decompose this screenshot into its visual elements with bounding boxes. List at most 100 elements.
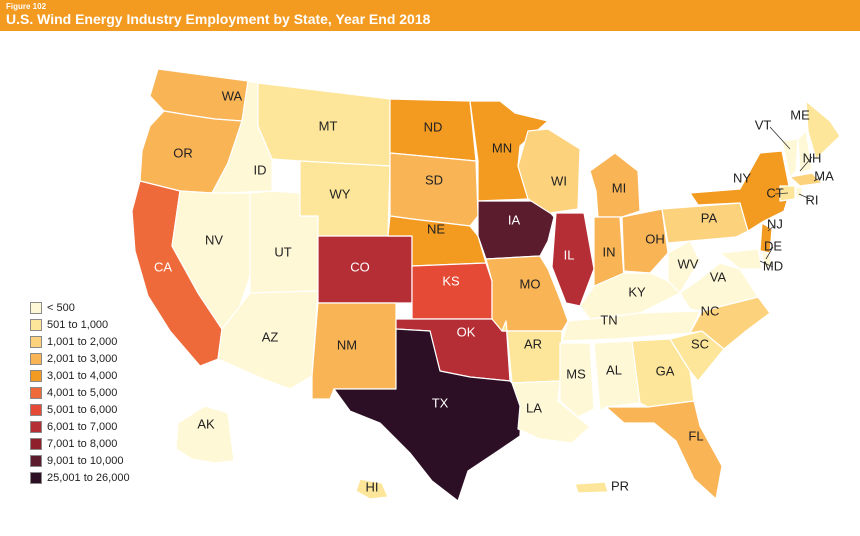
state-label-nm: NM: [337, 337, 357, 352]
legend-swatch: [30, 387, 42, 399]
state-la: [511, 380, 591, 444]
state-me: [805, 100, 841, 160]
state-label-nh: NH: [803, 150, 822, 165]
state-label-in: IN: [603, 244, 616, 259]
state-label-mi: MI: [612, 180, 626, 195]
us-map: WA OR CA ID NV UT AZ MT WY CO NM ND SD NE KS OK TX MN IA MO…: [131, 68, 841, 502]
state-label-il: IL: [564, 247, 575, 262]
state-ma: [789, 172, 823, 187]
leader-line: [767, 224, 776, 232]
legend-label: 3,001 to 4,000: [47, 370, 118, 382]
state-label-la: LA: [526, 400, 542, 415]
state-label-ar: AR: [524, 336, 542, 351]
state-label-va: VA: [710, 269, 727, 284]
state-label-al: AL: [606, 362, 622, 377]
legend-label: 2,001 to 3,000: [47, 353, 118, 365]
state-label-ia: IA: [508, 212, 521, 227]
legend-swatch: [30, 370, 42, 382]
legend-label: 4,001 to 5,000: [47, 387, 118, 399]
legend-item: 501 to 1,000: [30, 317, 130, 333]
state-label-me: ME: [790, 107, 810, 122]
legend-label: 5,001 to 6,000: [47, 404, 118, 416]
state-label-ks: KS: [442, 273, 460, 288]
state-label-ut: UT: [274, 244, 291, 259]
state-label-mo: MO: [520, 276, 541, 291]
state-ct: [779, 185, 796, 202]
legend-item: 3,001 to 4,000: [30, 368, 130, 384]
state-label-de: DE: [764, 238, 782, 253]
legend-swatch: [30, 455, 42, 467]
state-ak: [175, 405, 235, 464]
state-ri: [795, 186, 803, 198]
state-ks: [411, 262, 493, 320]
state-wi: [517, 128, 581, 214]
state-label-ga: GA: [656, 363, 675, 378]
state-label-fl: FL: [688, 428, 703, 443]
state-vt: [781, 138, 799, 178]
state-va: [679, 262, 759, 312]
state-label-oh: OH: [645, 231, 665, 246]
state-label-mt: MT: [319, 118, 338, 133]
state-al: [593, 340, 641, 412]
legend-swatch: [30, 404, 42, 416]
state-tx: [333, 328, 523, 502]
state-ms: [559, 342, 595, 418]
legend-swatch: [30, 472, 42, 484]
state-label-ny: NY: [733, 170, 751, 185]
state-mn: [469, 100, 549, 202]
state-label-md: MD: [763, 258, 783, 273]
state-label-nd: ND: [424, 119, 443, 134]
legend-label: 9,001 to 10,000: [47, 455, 124, 467]
state-label-or: OR: [173, 145, 193, 160]
state-label-ca: CA: [154, 259, 172, 274]
state-label-vt: VT: [755, 117, 772, 132]
state-label-tx: TX: [432, 395, 449, 410]
state-label-ok: OK: [457, 324, 476, 339]
state-oh: [621, 208, 669, 274]
state-label-nv: NV: [205, 232, 223, 247]
state-pr: [574, 481, 609, 494]
state-label-az: AZ: [262, 329, 279, 344]
state-label-ne: NE: [427, 221, 445, 236]
state-fl: [605, 400, 723, 500]
state-label-pa: PA: [701, 210, 718, 225]
legend: < 500 501 to 1,000 1,001 to 2,000 2,001 to …: [30, 300, 130, 487]
legend-swatch: [30, 353, 42, 365]
legend-swatch: [30, 302, 42, 314]
state-label-nc: NC: [701, 303, 720, 318]
leader-line: [765, 246, 774, 260]
legend-item: 1,001 to 2,000: [30, 334, 130, 350]
state-label-pr: PR: [611, 478, 629, 493]
leader-line: [774, 192, 789, 195]
figure-header: Figure 102 U.S. Wind Energy Industry Emp…: [0, 0, 860, 31]
leader-line: [799, 156, 813, 172]
legend-label: 1,001 to 2,000: [47, 336, 118, 348]
state-label-tn: TN: [600, 312, 617, 327]
state-nv: [171, 190, 251, 330]
leader-line: [769, 126, 791, 150]
legend-label: 7,001 to 8,000: [47, 438, 118, 450]
legend-item: 6,001 to 7,000: [30, 419, 130, 435]
state-ia: [477, 200, 555, 260]
leader-line: [813, 176, 823, 182]
legend-swatch: [30, 319, 42, 331]
state-hi: [355, 478, 389, 500]
state-label-ri: RI: [806, 192, 819, 207]
state-label-ak: AK: [197, 416, 215, 431]
leader-line: [798, 193, 811, 200]
state-label-hi: HI: [366, 479, 379, 494]
legend-item: 25,001 to 26,000: [30, 470, 130, 486]
state-nm: [311, 302, 397, 400]
figure-title: U.S. Wind Energy Industry Employment by …: [6, 11, 431, 27]
legend-item: 4,001 to 5,000: [30, 385, 130, 401]
state-label-wy: WY: [330, 186, 351, 201]
state-label-sc: SC: [691, 336, 709, 351]
legend-item: 9,001 to 10,000: [30, 453, 130, 469]
state-md: [719, 248, 763, 270]
legend-item: < 500: [30, 300, 130, 316]
legend-item: 5,001 to 6,000: [30, 402, 130, 418]
state-mi: [589, 152, 641, 218]
state-label-mn: MN: [492, 140, 512, 155]
state-label-ms: MS: [566, 366, 586, 381]
state-label-wi: WI: [551, 173, 567, 188]
